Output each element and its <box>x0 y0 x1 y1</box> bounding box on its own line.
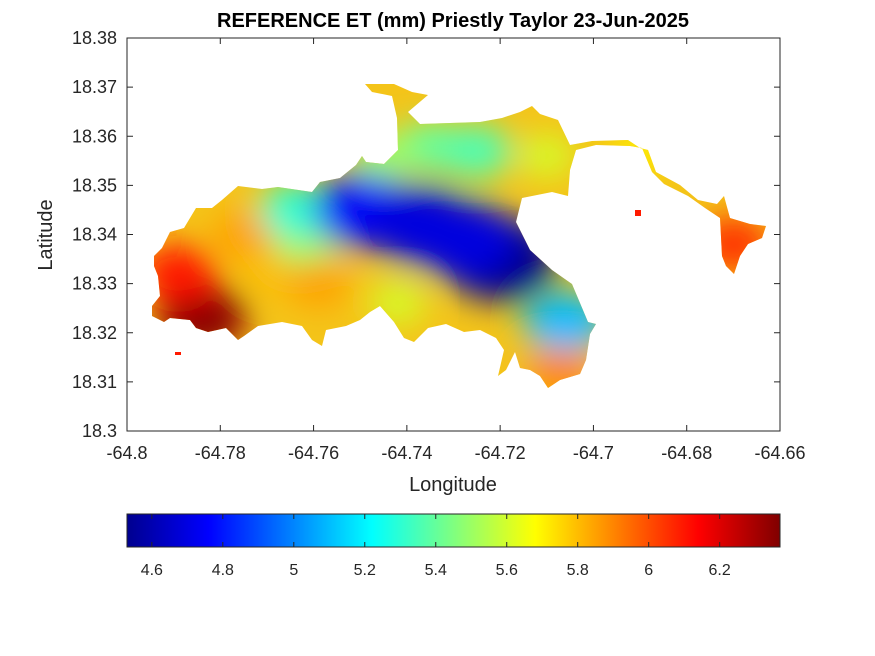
colorbar-tick-label: 5.2 <box>354 562 376 579</box>
figure-title: REFERENCE ET (mm) Priestly Taylor 23-Jun… <box>217 10 689 32</box>
x-tick-label: -64.74 <box>381 443 432 463</box>
et-hotspot <box>286 259 350 308</box>
y-axis-label: Latitude <box>35 199 57 270</box>
x-tick-label: -64.72 <box>475 443 526 463</box>
colorbar <box>126 513 781 548</box>
colorbar-tick-label: 4.8 <box>212 562 234 579</box>
y-tick-label: 18.34 <box>72 225 117 245</box>
colorbar-ticks: 4.6 4.8 5 5.2 5.4 5.6 5.8 6 6.2 <box>141 514 731 579</box>
y-tick-label: 18.32 <box>72 323 117 343</box>
y-tick-label: 18.31 <box>72 372 117 392</box>
colorbar-tick-label: 4.6 <box>141 562 163 579</box>
x-axis-ticks: -64.8 -64.78 -64.76 -64.74 -64.72 -64.7 -64.68… <box>106 38 806 463</box>
x-tick-label: -64.8 <box>106 443 147 463</box>
x-tick-label: -64.76 <box>288 443 339 463</box>
et-hotspot <box>212 210 276 259</box>
et-hotspot <box>442 125 512 177</box>
colorbar-tick-label: 6 <box>644 562 653 579</box>
et-hotspot <box>410 199 516 279</box>
colorbar-tick-label: 6.2 <box>709 562 731 579</box>
colorbar-tick-label: 5 <box>289 562 298 579</box>
colorbar-tick-label: 5.8 <box>567 562 589 579</box>
y-tick-label: 18.33 <box>72 274 117 294</box>
colorbar-tick-label: 5.6 <box>496 562 518 579</box>
colorbar-tick-label: 5.4 <box>425 562 447 579</box>
isolated-cell-east <box>635 210 641 216</box>
y-tick-label: 18.37 <box>72 77 117 97</box>
x-axis-label: Longitude <box>409 474 497 496</box>
y-tick-label: 18.36 <box>72 126 117 146</box>
x-tick-label: -64.7 <box>573 443 614 463</box>
y-tick-label: 18.35 <box>72 175 117 195</box>
x-tick-label: -64.68 <box>661 443 712 463</box>
isolated-cell <box>175 352 181 355</box>
et-hotspot <box>519 135 575 177</box>
y-axis-ticks: 18.3 18.31 18.32 18.33 18.34 18.35 18.36 18.37 1… <box>72 28 780 441</box>
et-hotspot <box>259 183 331 237</box>
x-tick-label: -64.66 <box>754 443 805 463</box>
x-tick-label: -64.78 <box>195 443 246 463</box>
y-tick-label: 18.3 <box>82 421 117 441</box>
y-tick-label: 18.38 <box>72 28 117 48</box>
